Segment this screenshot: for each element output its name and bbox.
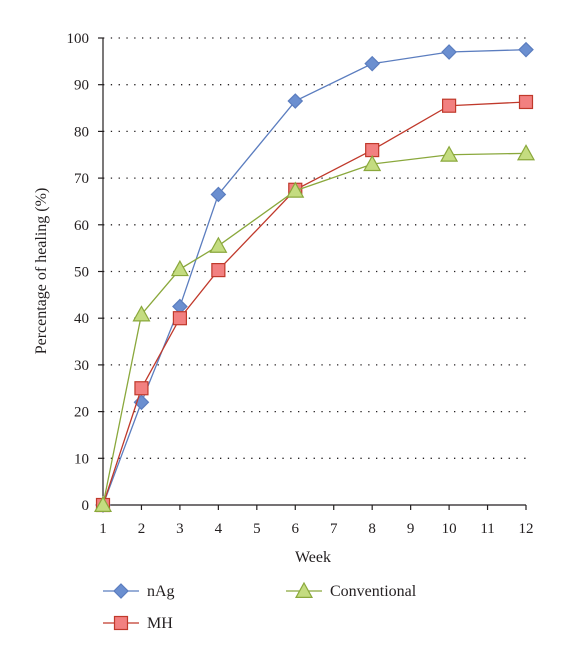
data-point: [172, 311, 188, 326]
legend-item-nag: nAg: [103, 583, 175, 600]
data-point: [441, 44, 457, 60]
y-tick-label: 80: [74, 124, 89, 140]
series-group: [93, 41, 536, 513]
legend-item-mh: MH: [103, 615, 173, 632]
data-point: [516, 144, 536, 161]
x-tick-label: 6: [292, 521, 300, 537]
y-tick-label: 50: [74, 265, 89, 281]
series-conventional: [93, 144, 536, 512]
legend: nAg MH Conventional: [103, 581, 417, 632]
series-line: [102, 152, 527, 506]
data-point: [441, 98, 457, 113]
series-nag: [95, 41, 534, 513]
data-point: [209, 236, 228, 253]
y-tick-label: 60: [74, 218, 89, 234]
x-tick-label: 10: [442, 521, 457, 537]
series-mh: [95, 94, 534, 513]
legend-item-conventional: Conventional: [286, 581, 417, 600]
x-tick-label: 2: [138, 521, 146, 537]
legend-marker: [294, 581, 314, 599]
grid-lines: [103, 37, 526, 459]
x-tick-label: 8: [368, 521, 376, 537]
x-tick-label: 11: [480, 521, 494, 537]
x-tick-label: 7: [330, 521, 338, 537]
data-point: [518, 41, 534, 58]
data-point: [210, 186, 227, 203]
legend-label: Conventional: [330, 583, 417, 600]
x-tick-label: 9: [407, 521, 415, 537]
y-tick-label: 70: [74, 171, 89, 187]
y-tick-label: 0: [82, 498, 90, 514]
data-point: [211, 262, 226, 278]
series-line: [102, 49, 527, 506]
data-point: [364, 55, 381, 72]
y-axis-title: Percentage of healing (%): [33, 188, 50, 355]
data-point: [286, 181, 305, 198]
x-tick-labels: 1 2 3 4 5 6 7 8 9 10 11 12: [99, 505, 534, 537]
data-point: [134, 381, 149, 396]
legend-marker: [113, 615, 129, 631]
x-tick-label: 1: [99, 521, 107, 537]
y-tick-label: 40: [74, 311, 89, 327]
x-axis-title: Week: [295, 549, 331, 566]
data-point: [170, 259, 189, 277]
x-tick-label: 5: [253, 521, 261, 537]
data-point: [365, 142, 380, 158]
data-point: [93, 495, 113, 512]
legend-label: nAg: [147, 583, 175, 600]
data-point: [132, 305, 151, 322]
x-tick-label: 4: [215, 521, 223, 537]
data-point: [363, 154, 382, 172]
y-tick-label: 10: [74, 451, 89, 467]
series-line: [102, 101, 527, 506]
legend-marker: [113, 583, 129, 599]
x-tick-label: 3: [176, 521, 184, 537]
data-point: [518, 94, 534, 110]
y-tick-label: 90: [74, 78, 89, 94]
legend-label: MH: [147, 615, 173, 632]
y-tick-label: 30: [74, 358, 89, 374]
data-point: [287, 93, 304, 109]
y-tick-label: 100: [67, 31, 90, 47]
x-tick-label: 12: [519, 521, 534, 537]
y-tick-labels: 0 10 20 30 40 50 60 70 80 90 100: [67, 31, 103, 514]
y-tick-label: 20: [74, 405, 89, 421]
data-point: [440, 145, 459, 162]
